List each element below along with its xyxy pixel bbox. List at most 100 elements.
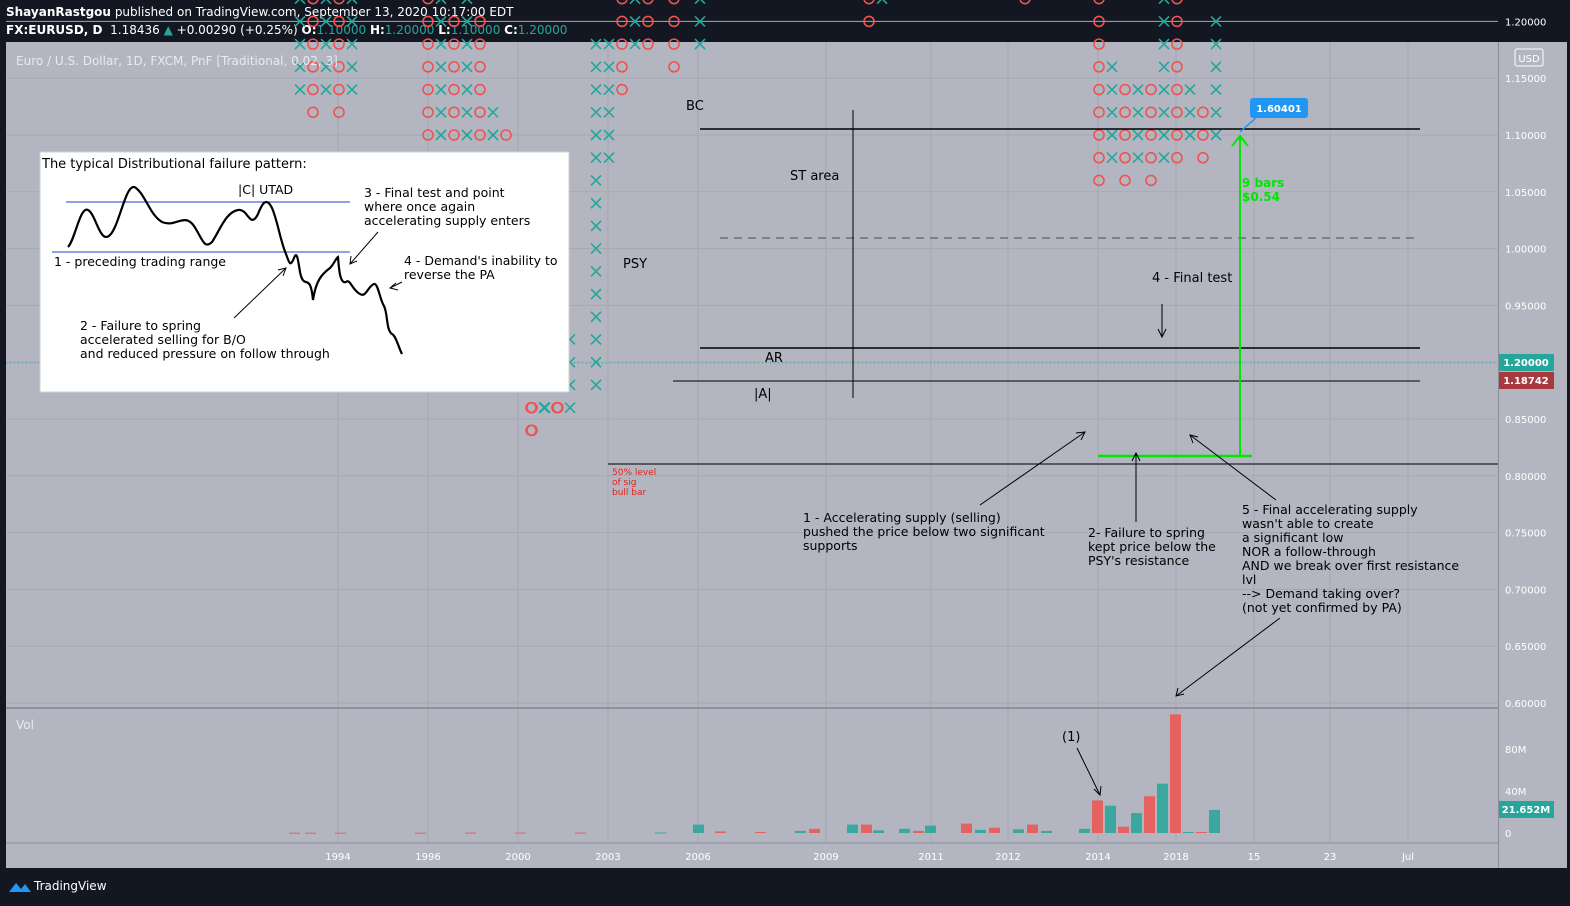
volume-bar[interactable] (715, 831, 726, 833)
x-column[interactable] (629, 0, 641, 50)
time-tick: 2006 (685, 852, 710, 863)
volume-bar[interactable] (1105, 805, 1116, 833)
x-box (590, 333, 602, 346)
o-column[interactable] (863, 0, 875, 28)
volume-bar[interactable] (755, 831, 766, 833)
x-box (1184, 83, 1196, 96)
x-column[interactable] (603, 38, 615, 164)
o-box (448, 106, 460, 119)
o-column[interactable] (1197, 106, 1209, 164)
volume-bar[interactable] (1144, 796, 1155, 833)
volume-bar[interactable] (655, 832, 666, 834)
o-column[interactable] (642, 0, 654, 50)
symbol-label[interactable]: FX:EURUSD, D (6, 23, 103, 37)
price-axis[interactable] (1498, 42, 1567, 868)
volume-bar[interactable] (465, 832, 476, 834)
x-column[interactable] (320, 0, 332, 96)
volume-bar[interactable] (305, 832, 316, 834)
volume-bar[interactable] (809, 828, 820, 833)
o-column[interactable] (1093, 0, 1105, 187)
time-tick: 15 (1248, 852, 1261, 863)
inset-label-3c: accelerating supply enters (364, 213, 530, 228)
current-volume-badge[interactable] (1499, 801, 1554, 818)
volume-bar[interactable] (1196, 831, 1207, 833)
o-column[interactable] (1145, 83, 1157, 187)
volume-bar[interactable] (1131, 813, 1142, 833)
volume-bar[interactable] (515, 832, 526, 834)
tradingview-brand[interactable]: TradingView (34, 879, 107, 893)
volume-bar[interactable] (1092, 800, 1103, 833)
volume-bar[interactable] (961, 823, 972, 833)
author-name[interactable]: ShayanRastgou (6, 5, 111, 19)
target-callout-pointer (1239, 115, 1259, 133)
o-box (333, 15, 345, 28)
x-box (461, 0, 473, 5)
price-tick: 1.20000 (1505, 17, 1546, 28)
volume-bar[interactable] (1183, 831, 1194, 833)
o-column[interactable] (333, 0, 345, 119)
current-price-badge[interactable] (1499, 354, 1554, 371)
x-column[interactable] (876, 0, 888, 5)
o-box (307, 15, 319, 28)
x-column[interactable] (1184, 83, 1196, 141)
o-box (448, 61, 460, 73)
volume-bar[interactable] (847, 824, 858, 833)
x-column[interactable] (1158, 0, 1170, 164)
volume-bar[interactable] (873, 830, 884, 833)
o-box (448, 15, 460, 28)
volume-bar[interactable] (1027, 824, 1038, 833)
o-column[interactable] (1119, 83, 1131, 187)
arrow-note5[interactable] (1189, 434, 1277, 501)
arrow-note1[interactable] (979, 431, 1086, 506)
x-column[interactable] (1132, 83, 1144, 164)
volume-bar[interactable] (693, 824, 704, 833)
volume-bar[interactable] (1157, 783, 1168, 833)
x-column[interactable] (461, 0, 473, 141)
last-price-badge[interactable] (1499, 372, 1554, 389)
volume-bar[interactable] (335, 832, 346, 834)
volume-bar[interactable] (913, 830, 924, 833)
volume-bar[interactable] (1209, 809, 1220, 833)
x-column[interactable] (1210, 15, 1222, 141)
volume-bar[interactable] (289, 832, 300, 834)
volume-bar[interactable] (1041, 830, 1052, 833)
o-column[interactable] (307, 0, 319, 119)
note5-line-4: NOR a follow-through (1242, 544, 1376, 559)
x-box (876, 0, 888, 5)
price-tick: 1.15000 (1505, 74, 1546, 85)
x-box (590, 83, 602, 96)
volume-bar[interactable] (795, 830, 806, 833)
pnf-chart[interactable]: Euro / U.S. Dollar, 1D, FXCM, PnF [Tradi… (0, 0, 1570, 868)
volume-bar[interactable] (1170, 714, 1181, 833)
arrow-volume-spike[interactable] (1175, 617, 1281, 697)
x-column[interactable] (346, 0, 358, 96)
x-column[interactable] (694, 0, 706, 50)
target-callout[interactable] (1250, 98, 1308, 118)
o-column[interactable] (1019, 0, 1031, 5)
o-column[interactable] (448, 15, 460, 164)
volume-bar[interactable] (925, 825, 936, 833)
volume-bar[interactable] (415, 832, 426, 834)
volume-bar[interactable] (1013, 829, 1024, 833)
volume-bar[interactable] (975, 829, 986, 833)
o-box (1119, 106, 1131, 119)
volume-bar[interactable] (1079, 828, 1090, 833)
tradingview-logo-icon[interactable] (8, 880, 32, 894)
o-box (1093, 0, 1105, 5)
x-column[interactable] (590, 38, 602, 391)
volume-bar[interactable] (989, 827, 1000, 833)
x-column[interactable] (294, 0, 306, 96)
volume-bar[interactable] (575, 832, 586, 834)
volume-tick: 0 (1505, 829, 1511, 840)
inset-diagram[interactable]: The typical Distributional failure patte… (39, 151, 570, 393)
volume-bar[interactable] (1118, 826, 1129, 833)
o-column[interactable] (616, 0, 628, 96)
o-column[interactable] (1171, 0, 1183, 164)
x-column[interactable] (1106, 61, 1118, 164)
volume-bar[interactable] (899, 828, 910, 833)
currency-badge[interactable] (1514, 48, 1544, 67)
arrow-vol-one[interactable] (1076, 747, 1101, 796)
volume-bar[interactable] (861, 824, 872, 833)
x-column[interactable] (435, 0, 447, 164)
o-column[interactable] (668, 0, 680, 73)
